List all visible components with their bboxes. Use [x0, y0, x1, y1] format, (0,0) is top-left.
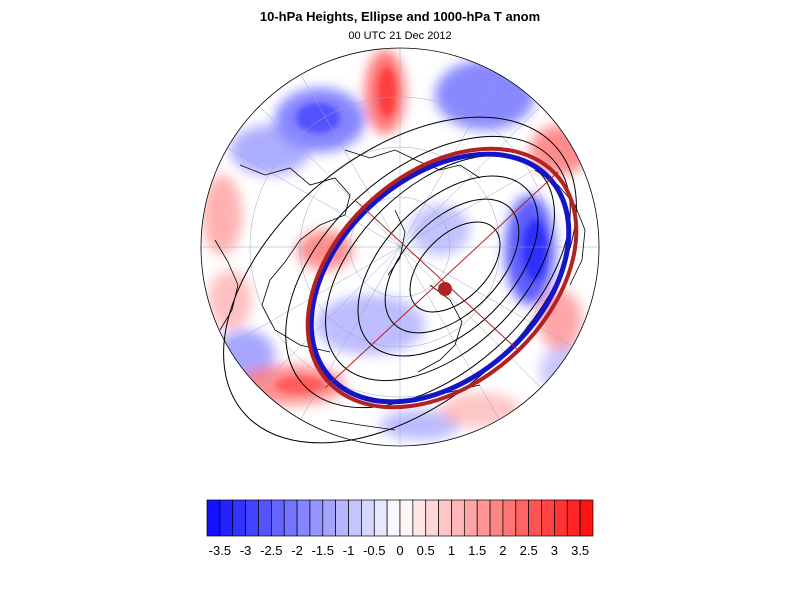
globe-border — [200, 47, 600, 447]
colorbar-tick-label: 0.5 — [416, 543, 435, 558]
colorbar-tick-label: 3.5 — [571, 543, 590, 558]
colorbar-swatch — [528, 499, 542, 537]
anomaly-cold-region — [410, 205, 470, 255]
colorbar-swatch — [296, 499, 311, 537]
colorbar-swatch — [489, 499, 504, 537]
colorbar-swatch — [270, 499, 285, 537]
colorbar-swatch — [438, 499, 452, 537]
ellipse-outline — [305, 146, 579, 410]
colorbar-swatch — [425, 499, 439, 537]
ellipse-center-dot — [438, 282, 452, 296]
colorbar-swatch — [579, 499, 594, 537]
colorbar-tick-label: 0 — [396, 543, 404, 558]
map-subtitle: 00 UTC 21 Dec 2012 — [348, 30, 452, 42]
colorbar-swatch — [232, 499, 246, 537]
colorbar-swatch — [463, 499, 478, 537]
colorbar-tick-label: -2 — [291, 543, 303, 558]
colorbar-swatch — [348, 499, 362, 537]
colorbar-swatch — [335, 499, 349, 537]
colorbar-tick-label: -2.5 — [260, 543, 283, 558]
colorbar-swatch — [361, 499, 375, 537]
colorbar-swatch — [322, 499, 337, 537]
anomaly-cold-core — [523, 220, 547, 280]
colorbar-swatch — [515, 499, 530, 537]
colorbar-tick-label: 1 — [447, 543, 456, 558]
colorbar-tick-label: 2 — [499, 543, 507, 558]
colorbar-tick-label: -1.5 — [311, 543, 334, 558]
anomaly-cold-region — [315, 295, 425, 355]
ellipse-minor-axis — [354, 199, 521, 353]
colorbar-tick-label: 2.5 — [519, 543, 538, 558]
colorbar-swatch — [219, 499, 234, 537]
anomaly-cold-core — [296, 103, 340, 133]
colorbar-swatch — [309, 499, 324, 537]
anomaly-warm-region — [202, 175, 242, 255]
map-title: 10-hPa Heights, Ellipse and 1000-hPa T a… — [259, 9, 541, 24]
colorbar-swatch — [566, 499, 581, 537]
colorbar-tick-label: -1 — [342, 543, 355, 558]
colorbar-swatch — [476, 499, 491, 537]
colorbar-tick-label: 1.5 — [468, 543, 487, 558]
colorbar-swatch — [412, 499, 427, 537]
colorbar-tick-label: -3.5 — [208, 543, 232, 558]
colorbar-swatch — [502, 499, 517, 537]
anomaly-warm-core — [378, 67, 396, 117]
ellipse-axes — [324, 171, 559, 389]
colorbar-swatch — [541, 499, 555, 537]
colorbar-swatch — [245, 499, 259, 537]
anomaly-cold-region — [230, 125, 310, 175]
colorbar-swatch — [206, 499, 221, 537]
colorbar-tick-label: 3 — [550, 543, 559, 558]
colorbar-swatch — [283, 499, 298, 537]
colorbar-swatch — [554, 499, 568, 537]
colorbar-swatch — [386, 499, 401, 537]
colorbar-swatch — [258, 499, 272, 537]
anomaly-warm-core — [275, 376, 325, 394]
colorbar-swatch — [373, 499, 388, 537]
colorbar-tick-label: -3 — [239, 543, 252, 558]
colorbar-swatch — [451, 499, 465, 537]
colorbar-swatch — [399, 499, 414, 537]
colorbar-tick-label: -0.5 — [363, 543, 386, 558]
anomaly-warm-region — [208, 270, 252, 330]
